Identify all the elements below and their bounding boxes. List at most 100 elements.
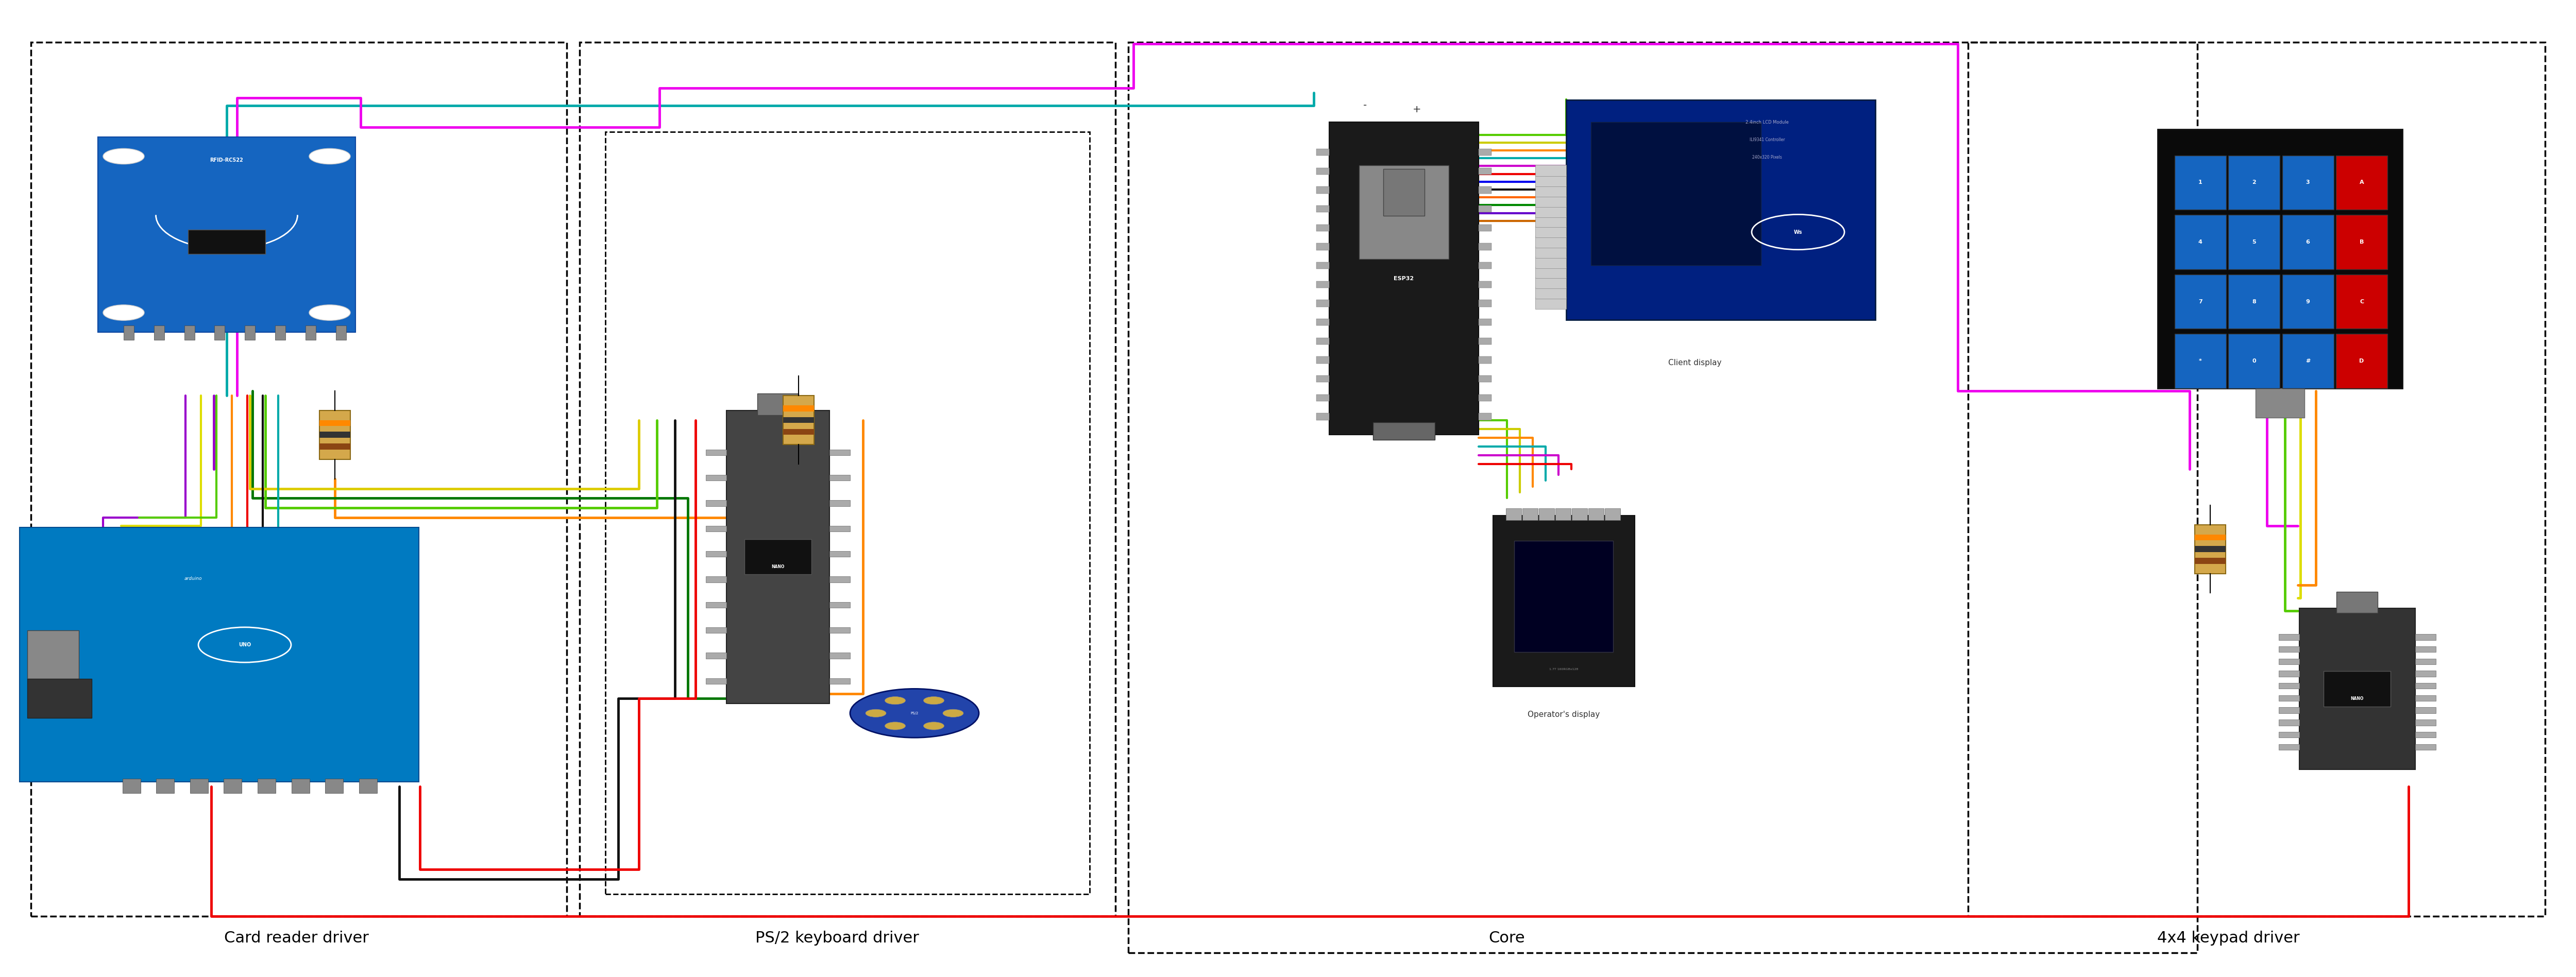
Bar bbox=[2195, 534, 2226, 540]
Bar bbox=[829, 500, 850, 506]
Circle shape bbox=[943, 709, 963, 717]
Bar bbox=[706, 678, 726, 684]
Bar bbox=[580, 42, 1115, 916]
Bar bbox=[1316, 205, 1329, 212]
Text: PS/2: PS/2 bbox=[909, 711, 920, 715]
Text: B: B bbox=[2360, 239, 2365, 244]
Bar bbox=[706, 602, 726, 608]
Bar bbox=[155, 325, 165, 340]
Text: 9: 9 bbox=[2306, 299, 2311, 304]
Bar bbox=[1479, 168, 1492, 175]
Text: NANO: NANO bbox=[770, 565, 786, 569]
Bar bbox=[31, 42, 567, 916]
Bar bbox=[1479, 413, 1492, 420]
Bar bbox=[2174, 215, 2226, 270]
Bar bbox=[2416, 696, 2437, 701]
Bar bbox=[1316, 187, 1329, 193]
Bar bbox=[829, 653, 850, 658]
Bar bbox=[1535, 175, 1566, 187]
Bar bbox=[1566, 101, 1875, 319]
Bar bbox=[2282, 275, 2334, 329]
Bar bbox=[2416, 744, 2437, 750]
Bar bbox=[2336, 215, 2388, 270]
Bar bbox=[2280, 647, 2300, 653]
Bar bbox=[706, 551, 726, 557]
Bar bbox=[1494, 516, 1636, 686]
Bar bbox=[829, 576, 850, 582]
Bar bbox=[1316, 149, 1329, 155]
Bar bbox=[1479, 225, 1492, 232]
Text: Ws: Ws bbox=[1793, 230, 1803, 234]
Bar bbox=[2280, 634, 2300, 640]
Bar bbox=[2282, 215, 2334, 270]
Bar bbox=[185, 325, 196, 340]
Text: arduino: arduino bbox=[185, 576, 201, 580]
Text: NANO: NANO bbox=[2349, 697, 2365, 701]
Circle shape bbox=[866, 709, 886, 717]
Bar bbox=[2228, 334, 2280, 388]
Bar bbox=[2282, 155, 2334, 210]
Bar bbox=[2416, 647, 2437, 653]
Bar bbox=[706, 526, 726, 531]
Bar bbox=[783, 429, 814, 435]
Bar bbox=[2280, 670, 2300, 677]
Bar bbox=[191, 779, 209, 793]
Bar bbox=[1316, 281, 1329, 288]
Bar bbox=[1556, 508, 1571, 520]
Bar bbox=[1479, 357, 1492, 363]
Bar bbox=[28, 679, 93, 718]
Bar bbox=[706, 500, 726, 506]
Bar bbox=[1479, 319, 1492, 325]
Bar bbox=[1535, 185, 1566, 196]
Bar bbox=[1316, 168, 1329, 175]
Text: 6: 6 bbox=[2306, 239, 2311, 244]
Bar bbox=[1479, 205, 1492, 212]
Bar bbox=[319, 410, 350, 459]
Bar bbox=[1592, 122, 1762, 265]
Bar bbox=[829, 526, 850, 531]
Bar bbox=[1479, 281, 1492, 288]
Text: 1: 1 bbox=[2197, 180, 2202, 185]
Bar bbox=[2336, 275, 2388, 329]
Bar bbox=[783, 405, 814, 411]
Bar bbox=[2280, 707, 2300, 713]
Text: 8: 8 bbox=[2251, 299, 2257, 304]
Bar bbox=[829, 627, 850, 633]
Text: 240x320 Pixels: 240x320 Pixels bbox=[1752, 155, 1783, 159]
Text: +: + bbox=[1412, 105, 1422, 114]
Text: Card reader driver: Card reader driver bbox=[224, 931, 368, 946]
Bar bbox=[1504, 508, 1520, 520]
Text: RFID-RC522: RFID-RC522 bbox=[211, 157, 242, 163]
Bar bbox=[1535, 287, 1566, 299]
Text: ILI9341 Controller: ILI9341 Controller bbox=[1749, 138, 1785, 142]
Bar bbox=[2257, 388, 2306, 418]
Circle shape bbox=[925, 722, 943, 730]
Bar bbox=[783, 417, 814, 423]
Bar bbox=[829, 475, 850, 481]
Bar bbox=[2324, 671, 2391, 706]
Bar bbox=[2416, 719, 2437, 725]
Bar bbox=[2416, 634, 2437, 640]
Bar bbox=[2195, 546, 2226, 552]
Bar bbox=[2416, 658, 2437, 664]
Text: Operator's display: Operator's display bbox=[1528, 711, 1600, 718]
Bar bbox=[1968, 42, 2545, 916]
Text: A: A bbox=[2360, 180, 2365, 185]
Bar bbox=[1535, 195, 1566, 207]
Bar bbox=[1479, 187, 1492, 193]
Text: 3: 3 bbox=[2306, 180, 2311, 185]
Bar bbox=[1535, 164, 1566, 176]
Circle shape bbox=[886, 697, 907, 704]
Bar bbox=[829, 678, 850, 684]
Circle shape bbox=[925, 697, 943, 704]
Circle shape bbox=[886, 722, 907, 730]
Bar bbox=[1589, 508, 1605, 520]
Bar bbox=[98, 137, 355, 332]
Bar bbox=[307, 325, 317, 340]
Bar bbox=[1373, 422, 1435, 440]
Bar bbox=[706, 627, 726, 633]
Bar bbox=[829, 551, 850, 557]
Bar bbox=[2280, 744, 2300, 750]
Bar bbox=[2282, 334, 2334, 388]
Bar bbox=[1538, 508, 1553, 520]
